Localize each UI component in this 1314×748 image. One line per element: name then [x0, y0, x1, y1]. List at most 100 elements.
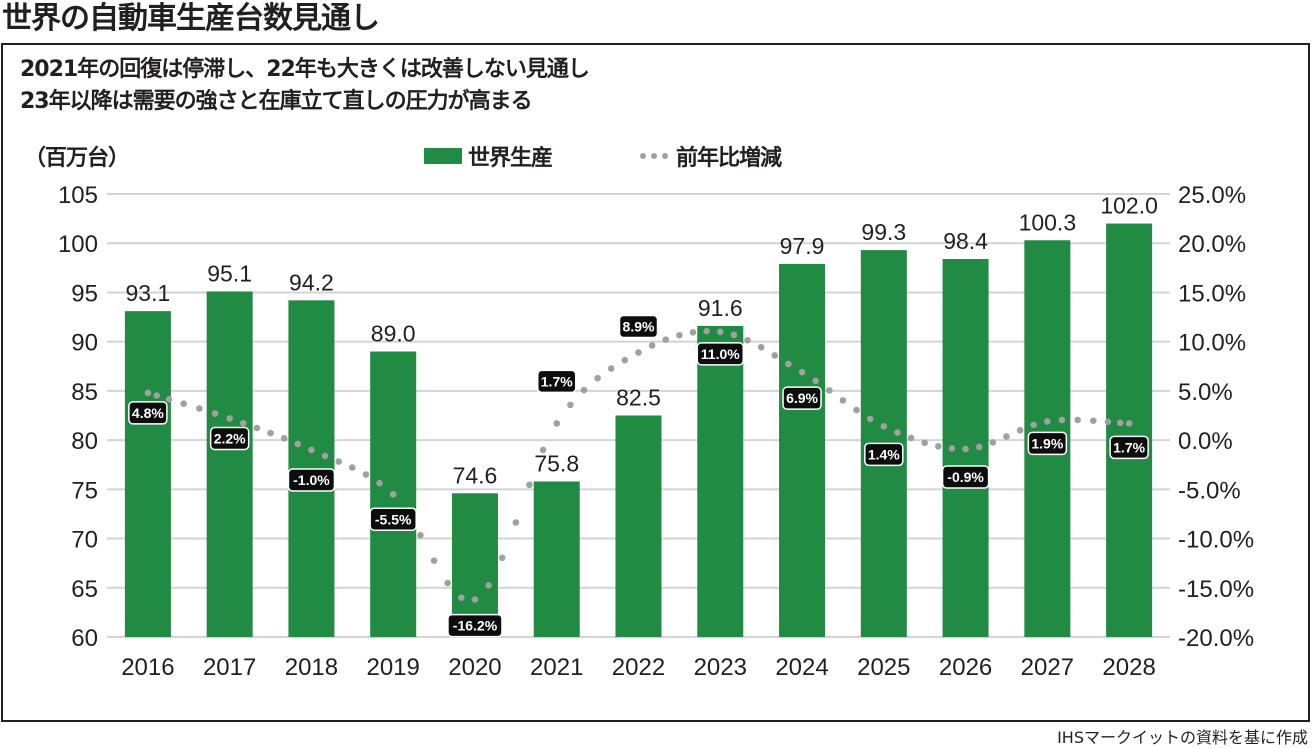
yoy-value-label: -5.5%	[369, 507, 417, 532]
y-tick-right: 15.0%	[1178, 280, 1246, 307]
line-dot	[335, 458, 342, 465]
bar	[615, 415, 662, 637]
yoy-label-box	[447, 613, 503, 638]
line-dot	[744, 336, 751, 344]
x-tick-label: 2021	[530, 654, 583, 681]
yoy-label-text: 2.2%	[214, 430, 246, 446]
yoy-value-label: -16.2%	[447, 613, 503, 638]
line-dot	[430, 557, 438, 565]
line-dot	[730, 331, 738, 339]
line-dot	[594, 374, 601, 382]
line-dot	[975, 443, 983, 451]
line-dot	[567, 401, 574, 409]
line-dot	[321, 452, 329, 460]
yoy-label-text: -5.5%	[375, 511, 412, 527]
yoy-value-label: 6.9%	[782, 386, 822, 410]
bar-value-label: 98.4	[943, 228, 988, 254]
line-dot	[280, 434, 288, 442]
yoy-value-label: 4.8%	[128, 401, 168, 425]
line-dot	[444, 579, 452, 587]
yoy-value-label: -1.0%	[287, 468, 336, 492]
bar-value-label: 99.3	[861, 219, 906, 245]
yoy-label-box	[864, 442, 904, 467]
line-dot	[962, 445, 969, 453]
yoy-label-box	[1109, 435, 1149, 460]
line-dot	[839, 397, 847, 404]
yoy-label-text: -16.2%	[453, 618, 498, 634]
line-dot	[621, 356, 629, 364]
line-dot	[153, 392, 161, 399]
y-tick-right: -10.0%	[1178, 527, 1254, 554]
yoy-label-box	[782, 386, 822, 410]
legend-label-production: 世界生産	[468, 146, 553, 171]
x-tick-label: 2025	[857, 654, 910, 681]
yoy-label-box	[128, 401, 168, 425]
x-tick-label: 2026	[939, 654, 992, 681]
yoy-value-label: 1.4%	[864, 442, 904, 467]
line-dot	[580, 386, 588, 394]
line-dot	[1125, 420, 1133, 427]
yoy-label-text: 11.0%	[701, 346, 740, 362]
bar-value-labels: 93.1 95.1 94.2 89.0 74.6 75.8 82.5 91.6 97.9 99.3…	[126, 193, 1158, 489]
yoy-label-text: 1.7%	[1113, 439, 1145, 455]
y-tick-left: 75	[71, 477, 98, 504]
x-tick-label: 2017	[203, 654, 256, 681]
legend-item-production: 世界生産	[424, 140, 553, 172]
line-dot	[512, 519, 520, 526]
y-tick-right: 0.0%	[1178, 428, 1233, 455]
x-tick-label: 2023	[694, 654, 747, 681]
line-dot	[417, 531, 424, 539]
yoy-label-text: 4.8%	[132, 405, 164, 421]
yoy-label-box	[1027, 431, 1068, 456]
line-dot	[239, 419, 247, 427]
line-dot	[1030, 421, 1038, 429]
yoy-value-labels: 4.8% 2.2% -1.0% -5.5% -16.2% 1.7% 8.9% 11.0% 6.9…	[128, 314, 1149, 638]
line-dot	[798, 368, 806, 376]
yoy-label-box	[536, 369, 577, 394]
line-dot	[866, 415, 874, 423]
yoy-value-label: 1.9%	[1027, 431, 1068, 456]
line-dot	[853, 406, 860, 414]
y-tick-left: 95	[71, 280, 98, 307]
line-dot	[935, 443, 942, 450]
line-dot	[676, 331, 683, 339]
yoy-label-text: -1.0%	[293, 472, 330, 488]
line-dot	[607, 365, 615, 372]
y-tick-right: -15.0%	[1178, 576, 1254, 603]
line-dot	[485, 581, 492, 589]
line-dot	[716, 328, 724, 336]
line-dot	[921, 439, 928, 447]
yoy-label-text: 1.4%	[868, 446, 900, 462]
line-dot	[349, 464, 356, 471]
line-dot	[526, 481, 533, 489]
bar	[533, 481, 580, 637]
bar-value-label: 95.1	[207, 260, 252, 286]
line-series-yoy	[144, 327, 1133, 603]
bar-value-label: 100.3	[1019, 209, 1077, 235]
yoy-label-text: 6.9%	[786, 390, 818, 406]
x-tick-label: 2022	[612, 654, 665, 681]
legend-label-yoy: 前年比増減	[676, 146, 782, 171]
line-dot	[1090, 417, 1097, 424]
line-dot	[880, 423, 888, 430]
yoy-label-box	[369, 507, 417, 532]
line-dot	[389, 490, 397, 498]
y-tick-right: -5.0%	[1178, 477, 1241, 504]
legend-dotted-line-swatch	[640, 153, 668, 159]
line-dot	[539, 446, 547, 454]
y-axis-left-ticks: 105 100 95 90 85 80 75 70 65 60	[58, 182, 98, 652]
y-tick-left: 85	[71, 379, 98, 406]
yoy-label-text: 1.9%	[1031, 435, 1063, 451]
bar-value-label: 102.0	[1100, 193, 1158, 219]
chart-title: 世界の自動車生産台数見通し	[2, 1, 380, 36]
x-tick-label: 2024	[775, 654, 828, 681]
y-tick-left: 100	[58, 231, 98, 258]
yoy-label-text: -0.9%	[947, 469, 984, 485]
line-dot	[662, 336, 670, 343]
line-dot	[689, 329, 697, 336]
x-tick-label: 2019	[366, 654, 419, 681]
yoy-value-label: 11.0%	[696, 342, 745, 366]
line-dot	[703, 327, 710, 335]
y-tick-left: 65	[71, 576, 98, 603]
line-dot	[812, 377, 819, 385]
